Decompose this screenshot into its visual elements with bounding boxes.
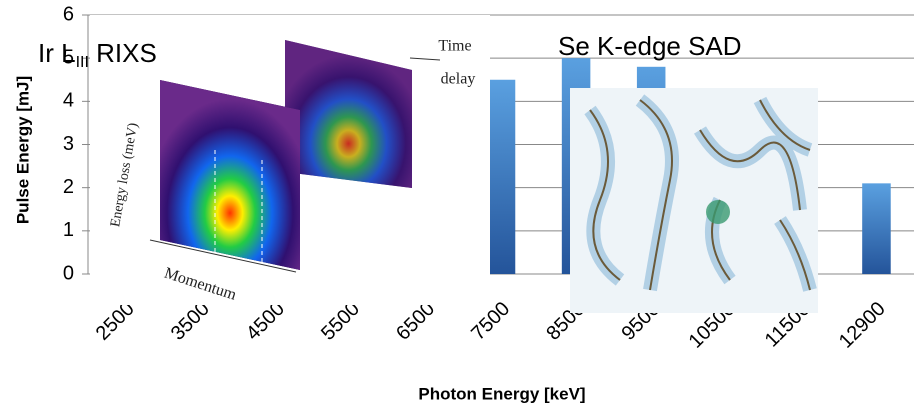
annotation-subscript: III — [76, 54, 89, 71]
annotation: Ir LIII RIXS — [38, 38, 157, 71]
y-tick-label: 4 — [63, 90, 74, 112]
y-axis-label: Pulse Energy [mJ] — [13, 76, 32, 224]
bar — [486, 79, 516, 274]
inset-text: delay — [441, 71, 476, 88]
x-tick-label: 12900 — [835, 298, 890, 353]
rixs-inset: Time delay Energy loss (meV) Momentum — [90, 15, 490, 305]
annotation: Se K-edge SAD — [558, 31, 742, 61]
inset-text: Time — [438, 38, 471, 55]
y-tick-label: 5 — [63, 46, 74, 68]
annotations: Ir LIII RIXS Se K-edge SAD — [38, 31, 742, 71]
y-tick-label: 6 — [63, 3, 74, 25]
annotation-text: Ir L — [38, 38, 76, 68]
x-axis-label: Photon Energy [keV] — [418, 384, 585, 403]
bar — [862, 183, 891, 274]
y-tick-label: 2 — [63, 176, 74, 198]
sad-inset — [570, 88, 818, 313]
y-tick-label: 3 — [63, 133, 74, 155]
y-tick-label: 0 — [63, 262, 74, 284]
y-tick-label: 1 — [63, 219, 74, 241]
annotation-text: RIXS — [89, 38, 157, 68]
